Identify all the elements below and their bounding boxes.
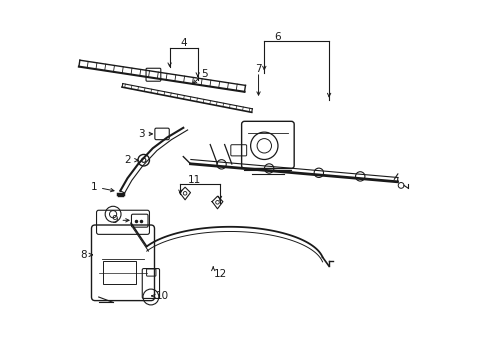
Text: 3: 3 xyxy=(138,129,144,139)
Text: 1: 1 xyxy=(91,182,98,192)
Text: 6: 6 xyxy=(274,32,281,42)
Text: 8: 8 xyxy=(80,250,87,260)
Text: 2: 2 xyxy=(124,155,131,165)
Text: 5: 5 xyxy=(201,69,207,79)
Text: 4: 4 xyxy=(180,38,186,48)
Text: 12: 12 xyxy=(213,269,227,279)
Text: 7: 7 xyxy=(255,64,262,74)
Text: 9: 9 xyxy=(111,215,118,225)
Text: 11: 11 xyxy=(187,175,200,185)
Text: 10: 10 xyxy=(156,291,169,301)
